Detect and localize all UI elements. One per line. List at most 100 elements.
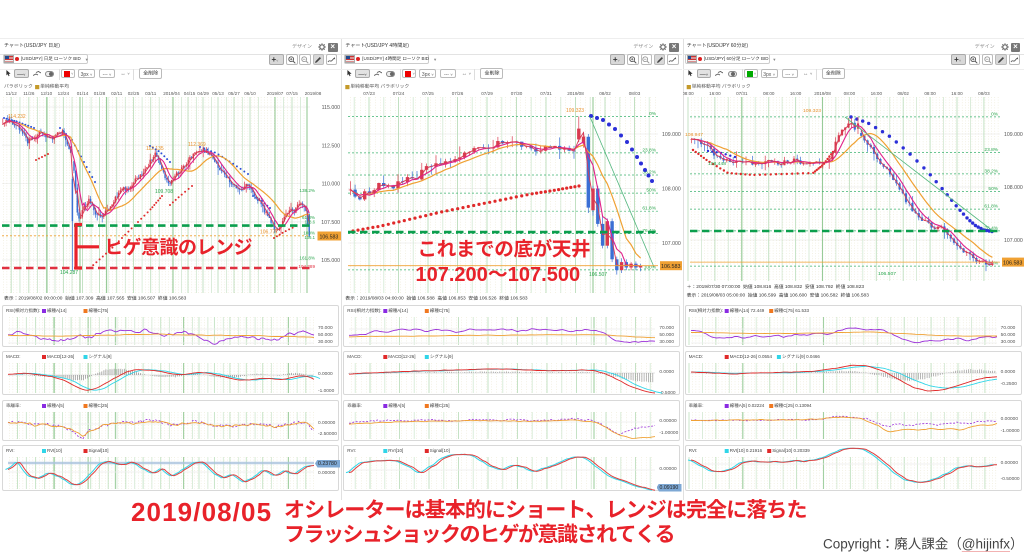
svg-text:Copyright: Copyright — [823, 537, 881, 552]
svg-text:07/30: 07/30 — [511, 91, 523, 96]
svg-text:2019/08: 2019/08 — [814, 91, 831, 96]
svg-text:A[5]: A[5] — [56, 403, 64, 408]
svg-text:107.500: 107.500 — [321, 220, 340, 226]
svg-text:RVI[10]: RVI[10] — [47, 448, 62, 453]
svg-text:@hijinfx: @hijinfx — [962, 537, 1010, 552]
svg-text:Signal[10]: Signal[10] — [89, 448, 109, 453]
svg-text:107.000: 107.000 — [1004, 238, 1023, 244]
svg-text:BID: BID — [760, 56, 770, 61]
svg-text:109.708: 109.708 — [155, 189, 173, 195]
svg-text:2019/04: 2019/04 — [163, 91, 180, 96]
svg-text:106.583: 106.583 — [509, 296, 528, 302]
svg-text:108.792: 108.792 — [815, 284, 836, 290]
svg-text:108.816: 108.816 — [753, 284, 774, 290]
svg-text:2019/08: 2019/08 — [568, 91, 585, 96]
svg-text:106.583: 106.583 — [661, 264, 681, 270]
svg-text:106.777: 106.777 — [260, 230, 278, 236]
svg-text:07/23: 07/23 — [364, 91, 376, 96]
svg-text:08:00: 08:00 — [683, 91, 694, 96]
svg-text:2019/08/03 04:00:00: 2019/08/03 04:00:00 — [360, 296, 407, 302]
svg-text:A[5]: A[5] — [397, 403, 405, 408]
svg-text:MACD:: MACD: — [347, 354, 362, 359]
svg-text:108.823: 108.823 — [845, 284, 864, 290]
svg-text:08:00: 08:00 — [763, 91, 775, 96]
svg-text:RVI[10] 0.21916: RVI[10] 0.21916 — [730, 448, 763, 453]
svg-text:100%: 100% — [303, 231, 315, 236]
svg-text:38.2%: 38.2% — [643, 170, 657, 176]
svg-text:06/10: 06/10 — [244, 91, 256, 96]
svg-text:106.599: 106.599 — [757, 293, 778, 299]
svg-text:107.565: 107.565 — [106, 296, 127, 302]
svg-text:108.947: 108.947 — [685, 132, 703, 138]
svg-text:0%: 0% — [991, 111, 999, 117]
svg-text:105.000: 105.000 — [321, 258, 340, 264]
svg-text:61.8%: 61.8% — [643, 206, 657, 212]
svg-text:[9] 0.0466: [9] 0.0466 — [800, 354, 821, 359]
svg-text:07/29: 07/29 — [482, 91, 494, 96]
svg-text:): ) — [407, 43, 409, 49]
svg-text:108.832: 108.832 — [784, 284, 805, 290]
svg-text:107.309: 107.309 — [75, 296, 96, 302]
svg-text:): ) — [58, 43, 60, 49]
svg-text:106.507: 106.507 — [589, 272, 607, 278]
svg-text:0%: 0% — [649, 111, 657, 117]
svg-text:2019/07: 2019/07 — [267, 91, 284, 96]
svg-text:RSI(: RSI( — [347, 308, 357, 313]
svg-text:50%: 50% — [647, 188, 657, 194]
svg-text:11/26: 11/26 — [23, 91, 35, 96]
svg-text:08:00: 08:00 — [843, 91, 855, 96]
svg-text:RVI:: RVI: — [347, 448, 356, 453]
svg-text:61.8%: 61.8% — [984, 204, 998, 210]
svg-text:(USD/JPY 60: (USD/JPY 60 — [707, 43, 737, 49]
svg-text:07/31: 07/31 — [541, 91, 553, 96]
svg-text:C[75]: C[75] — [439, 308, 450, 313]
svg-text:01/14: 01/14 — [77, 91, 89, 96]
svg-text:104.289: 104.289 — [298, 264, 315, 269]
svg-text:MACD:: MACD: — [6, 354, 21, 359]
svg-text:106.583: 106.583 — [168, 296, 187, 302]
svg-text:108.6: 108.6 — [305, 220, 316, 225]
svg-text:05/13: 05/13 — [212, 91, 224, 96]
svg-text:106.588: 106.588 — [416, 296, 437, 302]
svg-text:MACD[12-26] 0.0554: MACD[12-26] 0.0554 — [730, 354, 773, 359]
svg-text:50%: 50% — [988, 186, 998, 192]
svg-text:BID: BID — [420, 56, 430, 61]
svg-text:[USD/JPY] 60: [USD/JPY] 60 — [704, 56, 732, 61]
svg-text:02/11: 02/11 — [111, 91, 123, 96]
svg-text:04/29: 04/29 — [197, 91, 209, 96]
svg-text:100%: 100% — [644, 264, 657, 270]
svg-text:12/10: 12/10 — [41, 91, 53, 96]
svg-text:[USD/JPY]: [USD/JPY] — [21, 56, 44, 61]
svg-text:106.600: 106.600 — [788, 293, 809, 299]
svg-text:08/02: 08/02 — [600, 91, 612, 96]
svg-text:104.287: 104.287 — [60, 270, 78, 276]
svg-text:07/26: 07/26 — [452, 91, 464, 96]
svg-text:106.583: 106.583 — [320, 235, 339, 241]
svg-text:MACD[12-26]: MACD[12-26] — [47, 354, 74, 359]
svg-text:106.582: 106.582 — [819, 293, 840, 299]
svg-text:23.8%: 23.8% — [984, 147, 998, 153]
svg-text:MACD[12-26]: MACD[12-26] — [388, 354, 415, 359]
svg-text:16:00: 16:00 — [790, 91, 802, 96]
svg-text:115.000: 115.000 — [322, 105, 340, 111]
svg-text:108.000: 108.000 — [1004, 185, 1023, 191]
svg-text:(USD/JPY 4: (USD/JPY 4 — [365, 43, 392, 49]
svg-text:106.507: 106.507 — [137, 296, 158, 302]
svg-text:08:00: 08:00 — [924, 91, 936, 96]
svg-text:161.8%: 161.8% — [299, 256, 315, 261]
svg-text:12/24: 12/24 — [58, 91, 70, 96]
svg-text:BID: BID — [72, 56, 82, 61]
svg-text:Signal[10]: Signal[10] — [430, 448, 450, 453]
svg-text:109.323: 109.323 — [803, 108, 821, 114]
svg-text:109.000: 109.000 — [662, 132, 681, 138]
svg-text:108.000: 108.000 — [662, 187, 681, 193]
svg-text:2019/08: 2019/08 — [305, 91, 322, 96]
svg-text:38.2%: 38.2% — [984, 168, 998, 174]
svg-text:[9]: [9] — [107, 354, 112, 359]
svg-text:C[25]: C[25] — [439, 403, 450, 408]
svg-text:61.8%: 61.8% — [302, 215, 315, 220]
svg-text:106.583: 106.583 — [850, 293, 869, 299]
svg-text:11/12: 11/12 — [6, 91, 18, 96]
svg-text:C[25] 0.13094: C[25] 0.13094 — [783, 403, 812, 408]
svg-text:138.2%: 138.2% — [299, 188, 315, 193]
